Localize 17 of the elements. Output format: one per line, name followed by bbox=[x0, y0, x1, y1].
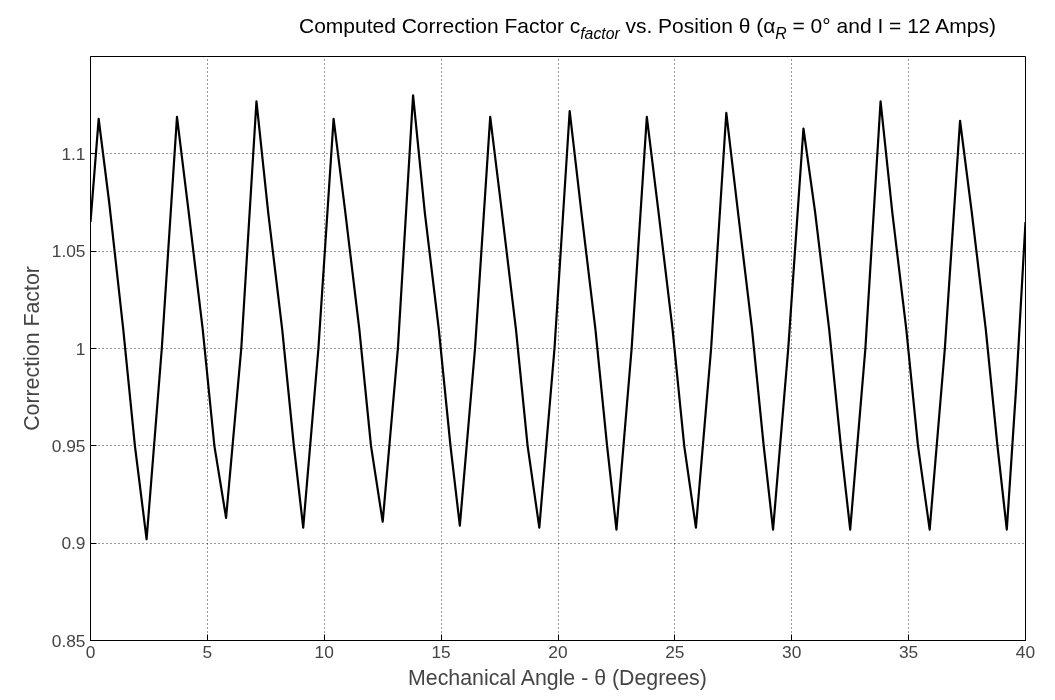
x-tick-label: 35 bbox=[898, 641, 919, 662]
x-tick-label: 20 bbox=[548, 641, 568, 662]
x-tick-label: 30 bbox=[782, 641, 802, 662]
y-axis-title: Correction Factor bbox=[19, 266, 44, 431]
y-tick-label: 1.05 bbox=[51, 241, 86, 262]
x-tick-label: 15 bbox=[431, 641, 451, 662]
y-tick-label: 1.1 bbox=[61, 143, 86, 164]
y-tick-label: 0.95 bbox=[51, 435, 86, 456]
x-tick-label: 40 bbox=[1015, 641, 1036, 662]
x-tick-label: 10 bbox=[314, 641, 334, 662]
x-tick-label: 25 bbox=[665, 641, 685, 662]
y-tick-label: 1 bbox=[75, 338, 86, 359]
x-axis-title: Mechanical Angle - θ (Degrees) bbox=[408, 665, 707, 690]
x-tick-label: 0 bbox=[85, 641, 96, 662]
x-tick-label: 5 bbox=[202, 641, 213, 662]
y-tick-label: 0.85 bbox=[51, 630, 86, 651]
y-tick-label: 0.9 bbox=[61, 533, 86, 554]
